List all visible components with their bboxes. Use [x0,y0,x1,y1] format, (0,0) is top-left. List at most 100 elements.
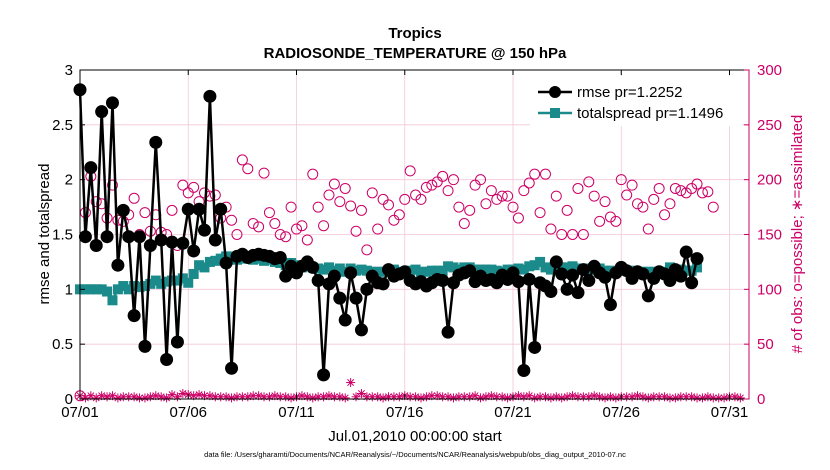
obs-assimilated-marker [692,393,702,403]
x-tick-label: 07/31 [711,404,749,421]
x-tick-label: 07/26 [602,404,640,421]
obs-assimilated-marker [611,393,621,403]
rmse-marker [549,255,563,269]
obs-possible-marker [426,179,438,191]
totalspread-marker [107,295,118,306]
y-axis-left-label: rmse and totalspread [36,164,53,305]
legend-spread-label: totalspread pr=1.1496 [577,105,723,122]
obs-possible-marker [269,218,281,230]
totalspread-marker [172,275,183,286]
rmse-marker [203,89,217,103]
obs-possible-marker [334,196,346,208]
obs-possible-marker [345,200,357,212]
totalspread-marker [415,266,426,277]
obs-assimilated-marker [270,391,280,401]
obs-possible-marker [664,198,676,210]
x-tick-label: 07/21 [494,404,532,421]
rmse-marker [192,202,206,216]
rmse-marker [122,230,136,244]
asterisk-stroke [98,392,106,400]
rmse-marker [133,230,147,244]
rmse-marker [95,105,109,119]
obs-possible-marker [263,207,275,219]
data-file-footnote: data file: /Users/gharamti/Documents/NCA… [204,450,626,459]
rmse-marker [311,274,325,288]
totalspread-marker [96,284,107,295]
totalspread-marker [426,265,437,276]
totalspread-marker [199,262,210,273]
asterisk-stroke [309,394,317,402]
rmse-marker [598,270,612,284]
asterisk-stroke [428,392,436,400]
obs-possible-marker [696,187,708,199]
y-left-tick-label: 3 [65,62,73,79]
asterisk-stroke [477,394,485,402]
asterisk-stroke [298,392,306,400]
obs-possible-marker [447,174,459,186]
totalspread-marker [529,260,540,271]
obs-possible-marker [166,204,178,216]
rmse-marker [685,276,699,290]
obs-possible-marker [675,185,687,197]
rmse-marker [225,361,239,375]
asterisk-stroke [644,394,652,402]
rmse-marker [349,291,363,305]
totalspread-marker [134,282,145,293]
rmse-marker [517,363,531,377]
obs-possible-marker [653,182,665,194]
totalspread-marker [80,284,91,295]
asterisk-stroke [569,392,577,400]
y-right-tick-label: 50 [757,336,774,353]
asterisk-stroke [249,392,257,400]
asterisk-stroke [136,394,144,402]
asterisk-stroke [633,392,642,400]
obs-possible-marker [247,218,259,230]
obs-possible-marker [231,229,243,240]
asterisk-stroke [433,392,441,400]
obs-assimilated-marker [643,393,653,403]
rmse-marker [338,313,352,327]
rmse-marker [105,96,119,110]
totalspread-marker [183,277,194,288]
obs-possible-marker [399,193,411,205]
obs-possible-marker [312,201,324,213]
obs-possible-marker [529,168,541,180]
totalspread-marker [323,262,334,273]
obs-possible-marker [198,187,210,199]
obs-assimilated-marker [670,393,680,403]
obs-possible-marker [507,201,519,213]
obs-assimilated-marker [189,391,199,401]
rmse-marker [376,277,390,291]
rmse-marker [165,235,179,249]
rmse-marker [127,309,141,323]
obs-assimilated-marker [178,389,188,399]
totalspread-marker [372,266,383,277]
asterisk-stroke [271,392,279,400]
obs-possible-marker [691,178,703,190]
obs-possible-marker [383,199,395,211]
rmse-marker [279,269,293,283]
rmse-marker [344,266,358,280]
x-tick-label: 07/01 [61,404,99,421]
obs-possible-marker [404,165,416,177]
asterisk-stroke [514,392,522,400]
rmse-marker [360,282,374,296]
asterisk-stroke [114,394,122,402]
obs-possible-marker [296,220,308,232]
obs-possible-marker [323,189,335,201]
rmse-marker [181,202,195,216]
obs-possible-marker [307,168,319,180]
obs-possible-marker [615,174,627,186]
y-left-tick-label: 2 [65,172,73,189]
obs-possible-marker [328,178,340,190]
rmse-marker [333,291,347,305]
rmse-marker [116,203,130,217]
asterisk-stroke [720,394,728,402]
totalspread-marker [524,261,535,272]
obs-assimilated-marker [254,391,264,401]
rmse-marker [636,267,650,281]
obs-assimilated-marker [102,392,112,402]
obs-possible-marker [545,223,557,235]
totalspread-marker [118,281,129,292]
rmse-marker [354,323,368,337]
